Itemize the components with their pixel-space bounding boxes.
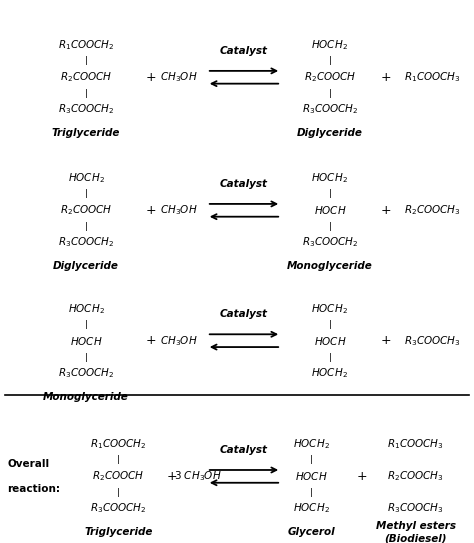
Text: $HOCH_2$: $HOCH_2$ (311, 302, 348, 315)
Text: $R_2COOCH$: $R_2COOCH$ (60, 204, 112, 217)
Text: Catalyst: Catalyst (220, 309, 268, 319)
Text: $R_3COOCH_2$: $R_3COOCH_2$ (58, 102, 114, 116)
Text: $HOCH$: $HOCH$ (70, 334, 102, 346)
Text: |: | (310, 489, 313, 497)
Text: Methyl esters
(Biodiesel): Methyl esters (Biodiesel) (376, 521, 456, 543)
Text: |: | (84, 320, 88, 329)
Text: $HOCH$: $HOCH$ (295, 470, 328, 482)
Text: $HOCH$: $HOCH$ (313, 204, 346, 216)
Text: |: | (310, 455, 313, 464)
Text: $R_1COOCH_3$: $R_1COOCH_3$ (387, 438, 444, 451)
Text: Triglyceride: Triglyceride (84, 527, 153, 537)
Text: |: | (328, 320, 331, 329)
Text: |: | (84, 56, 88, 65)
Text: $HOCH_2$: $HOCH_2$ (311, 365, 348, 380)
Text: +: + (380, 334, 391, 347)
Text: $R_3COOCH_2$: $R_3COOCH_2$ (58, 365, 114, 380)
Text: $R_3COOCH_3$: $R_3COOCH_3$ (387, 501, 444, 515)
Text: $R_2COOCH_3$: $R_2COOCH_3$ (387, 470, 444, 483)
Text: |: | (84, 90, 88, 98)
Text: $HOCH_2$: $HOCH_2$ (68, 302, 104, 315)
Text: Catalyst: Catalyst (220, 445, 268, 454)
Text: $CH_3OH$: $CH_3OH$ (160, 334, 198, 348)
Text: $R_1COOCH_2$: $R_1COOCH_2$ (90, 438, 147, 451)
Text: $HOCH_2$: $HOCH_2$ (293, 438, 330, 451)
Text: +: + (146, 204, 156, 217)
Text: |: | (84, 189, 88, 198)
Text: Overall: Overall (7, 459, 49, 469)
Text: |: | (117, 489, 120, 497)
Text: $HOCH_2$: $HOCH_2$ (293, 501, 330, 515)
Text: $R_1COOCH_3$: $R_1COOCH_3$ (404, 71, 461, 84)
Text: $R_3COOCH_2$: $R_3COOCH_2$ (301, 102, 358, 116)
Text: $CH_3OH$: $CH_3OH$ (160, 204, 198, 217)
Text: $R_2COOCH$: $R_2COOCH$ (92, 470, 145, 483)
Text: |: | (117, 455, 120, 464)
Text: Diglyceride: Diglyceride (297, 128, 363, 138)
Text: $R_3COOCH_2$: $R_3COOCH_2$ (301, 235, 358, 249)
Text: $R_3COOCH_3$: $R_3COOCH_3$ (404, 334, 461, 348)
Text: |: | (84, 223, 88, 231)
Text: |: | (328, 353, 331, 362)
Text: Diglyceride: Diglyceride (53, 261, 119, 271)
Text: Glycerol: Glycerol (288, 527, 335, 537)
Text: +: + (146, 334, 156, 347)
Text: +: + (380, 71, 391, 84)
Text: $R_2COOCH$: $R_2COOCH$ (60, 71, 112, 84)
Text: Monoglyceride: Monoglyceride (43, 392, 129, 402)
Text: Triglyceride: Triglyceride (52, 128, 120, 138)
Text: |: | (328, 90, 331, 98)
Text: $HOCH_2$: $HOCH_2$ (311, 172, 348, 185)
Text: $R_3COOCH_2$: $R_3COOCH_2$ (58, 235, 114, 249)
Text: $R_2COOCH_3$: $R_2COOCH_3$ (404, 204, 461, 217)
Text: +: + (146, 71, 156, 84)
Text: Monoglyceride: Monoglyceride (287, 261, 373, 271)
Text: $R_2COOCH$: $R_2COOCH$ (304, 71, 356, 84)
Text: +: + (357, 470, 368, 483)
Text: $3\ CH_3OH$: $3\ CH_3OH$ (173, 470, 221, 483)
Text: Catalyst: Catalyst (220, 46, 268, 55)
Text: |: | (84, 353, 88, 362)
Text: |: | (328, 189, 331, 198)
Text: $HOCH$: $HOCH$ (313, 334, 346, 346)
Text: |: | (328, 223, 331, 231)
Text: $R_1COOCH_2$: $R_1COOCH_2$ (58, 39, 114, 52)
Text: $HOCH_2$: $HOCH_2$ (311, 39, 348, 52)
Text: reaction:: reaction: (7, 484, 60, 494)
Text: +: + (167, 470, 177, 483)
Text: $HOCH_2$: $HOCH_2$ (68, 172, 104, 185)
Text: $R_3COOCH_2$: $R_3COOCH_2$ (90, 501, 147, 515)
Text: +: + (380, 204, 391, 217)
Text: Catalyst: Catalyst (220, 179, 268, 188)
Text: $CH_3OH$: $CH_3OH$ (160, 71, 198, 84)
Text: |: | (328, 56, 331, 65)
